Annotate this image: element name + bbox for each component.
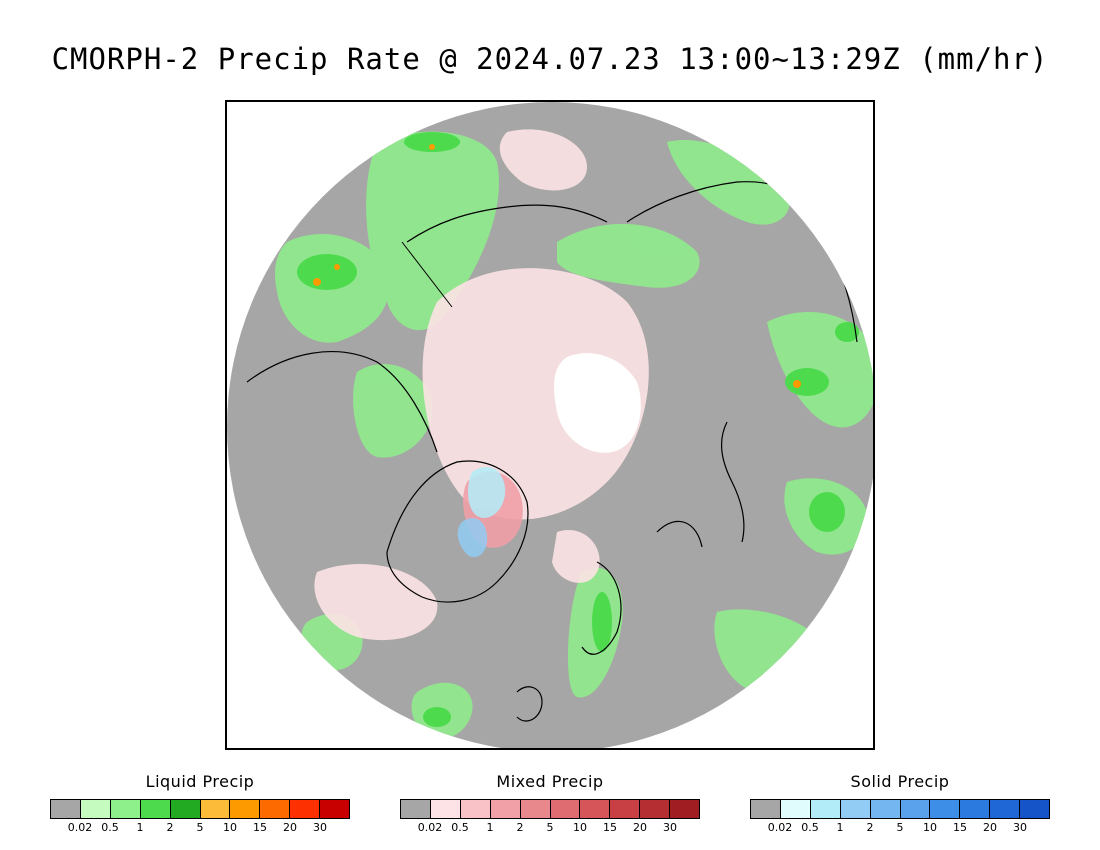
color-swatch [110, 800, 141, 818]
color-swatch [810, 800, 841, 818]
tick-label: 0.5 [451, 821, 469, 834]
color-swatch [550, 800, 581, 818]
color-swatch [520, 800, 551, 818]
mixed-precip-light [314, 129, 649, 641]
color-swatch [401, 800, 431, 818]
color-swatch [320, 800, 350, 818]
liquid-precip-moderate [297, 132, 859, 727]
polar-precip-map [225, 100, 875, 750]
color-swatch [640, 800, 671, 818]
tick-label: 0.02 [417, 821, 443, 834]
border-line [401, 241, 453, 308]
color-swatch [670, 800, 700, 818]
tick-labels: 0.02 0.5 1 2 5 10 15 20 30 [750, 821, 1050, 835]
map-canvas [227, 102, 873, 748]
tick-label: 0.02 [67, 821, 93, 834]
tick-label: 30 [1013, 821, 1027, 834]
color-swatch [290, 800, 321, 818]
tick-label: 10 [223, 821, 237, 834]
color-swatch [900, 800, 931, 818]
no-data-region [554, 353, 641, 453]
color-swatch [490, 800, 521, 818]
color-swatch [1020, 800, 1050, 818]
map-title: CMORPH-2 Precip Rate @ 2024.07.23 13:00~… [51, 42, 1049, 76]
tick-label: 20 [633, 821, 647, 834]
color-swatch [751, 800, 781, 818]
color-swatch [990, 800, 1021, 818]
color-swatch [140, 800, 171, 818]
tick-labels: 0.02 0.5 1 2 5 10 15 20 30 [50, 821, 350, 835]
legend-title: Liquid Precip [145, 772, 255, 791]
legend-title: Mixed Precip [496, 772, 604, 791]
tick-label: 0.5 [801, 821, 819, 834]
tick-label: 1 [486, 821, 494, 834]
color-swatch [840, 800, 871, 818]
legend-title: Solid Precip [850, 772, 950, 791]
liquid-precip-heavy [313, 144, 801, 388]
color-swatch [960, 800, 991, 818]
color-swatch [430, 800, 461, 818]
tick-label: 0.02 [767, 821, 793, 834]
color-swatch [780, 800, 811, 818]
tick-label: 15 [253, 821, 267, 834]
color-swatch [870, 800, 901, 818]
tick-label: 5 [896, 821, 904, 834]
color-swatch [230, 800, 261, 818]
tick-label: 10 [923, 821, 937, 834]
tick-label: 2 [166, 821, 174, 834]
tick-label: 1 [136, 821, 144, 834]
color-swatch [170, 800, 201, 818]
tick-label: 30 [663, 821, 677, 834]
tick-label: 5 [196, 821, 204, 834]
tick-labels: 0.02 0.5 1 2 5 10 15 20 30 [400, 821, 700, 835]
legend-solid: Solid Precip 0.02 0.5 1 2 5 10 15 20 30 [750, 772, 1050, 835]
tick-label: 1 [836, 821, 844, 834]
tick-label: 15 [953, 821, 967, 834]
color-swatch [80, 800, 111, 818]
tick-label: 30 [313, 821, 327, 834]
color-swatch [200, 800, 231, 818]
tick-label: 0.5 [101, 821, 119, 834]
tick-label: 15 [603, 821, 617, 834]
tick-label: 20 [983, 821, 997, 834]
tick-label: 2 [866, 821, 874, 834]
color-swatch [51, 800, 81, 818]
tick-label: 20 [283, 821, 297, 834]
solid-precip [457, 467, 506, 558]
tick-label: 10 [573, 821, 587, 834]
color-swatch [610, 800, 641, 818]
color-swatch [460, 800, 491, 818]
color-bar [50, 799, 350, 819]
tick-label: 2 [516, 821, 524, 834]
legend-mixed: Mixed Precip 0.02 0.5 1 2 5 10 15 20 30 [400, 772, 700, 835]
color-bar [400, 799, 700, 819]
color-bar [750, 799, 1050, 819]
color-swatch [260, 800, 291, 818]
tick-label: 5 [546, 821, 554, 834]
color-swatch [580, 800, 611, 818]
legend-liquid: Liquid Precip 0.02 0.5 1 2 5 10 15 20 30 [50, 772, 350, 835]
color-swatch [930, 800, 961, 818]
